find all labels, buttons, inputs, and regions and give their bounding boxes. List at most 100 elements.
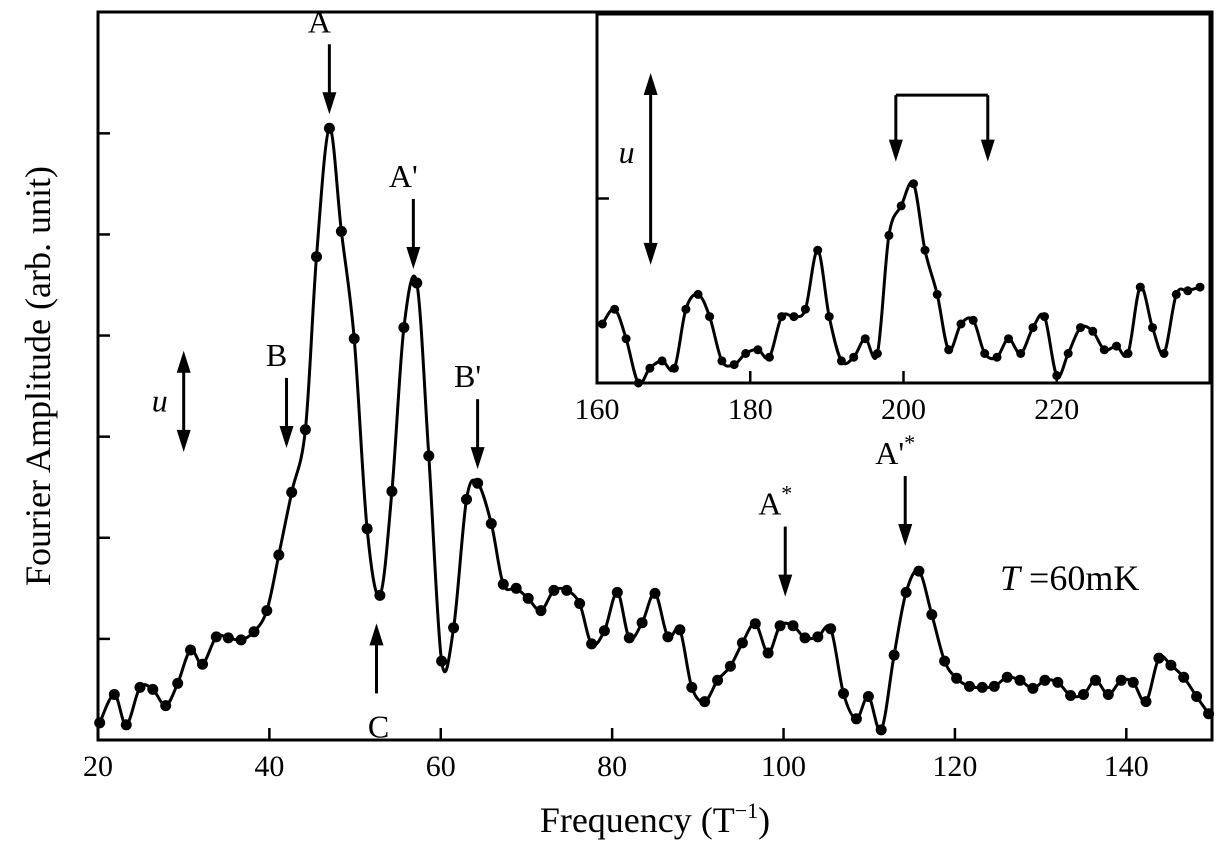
main-data-point [574, 598, 586, 609]
peak-aprime-star-label: A'* [875, 430, 915, 471]
main-x-tick-label: 120 [932, 750, 977, 783]
inset-scale-bar-arrow-head-top [643, 73, 658, 96]
inset-data-point [1040, 312, 1049, 322]
inset-data-point [1028, 323, 1038, 333]
inset-data-point [872, 349, 882, 358]
inset-data-point [1171, 289, 1181, 299]
inset-bracket-marker [888, 93, 995, 162]
main-data-point [361, 523, 373, 535]
inset-x-tick-labels: 160 180 200 220 [575, 393, 1080, 426]
main-data-point [838, 688, 849, 699]
main-data-point [423, 450, 435, 462]
inset-data-point [992, 352, 1002, 362]
inset-data-point [1063, 349, 1073, 358]
main-data-point [94, 717, 106, 729]
main-data-point [1115, 674, 1127, 686]
inset-data-point [860, 334, 870, 344]
main-data-point [311, 251, 322, 263]
inset-data-point [944, 345, 954, 355]
main-data-point [1102, 689, 1114, 700]
main-x-tick-labels: 20 40 60 80 100 120 140 [83, 750, 1149, 783]
main-data-point [185, 644, 196, 656]
main-data-point [964, 680, 975, 692]
inset-data-point [968, 315, 978, 325]
main-data-point [1165, 659, 1177, 671]
inset-data-point [800, 304, 810, 314]
inset-scale-bar-arrow-head-bottom [643, 242, 658, 265]
main-data-point [1090, 674, 1101, 686]
main-scale-bar-arrow-head-top [176, 350, 191, 373]
inset-data-point [932, 289, 942, 299]
main-data-point [850, 713, 862, 725]
main-data-point [812, 631, 824, 643]
main-x-tick-label: 80 [597, 750, 627, 783]
inset-series-points [597, 179, 1205, 388]
main-data-point [472, 477, 484, 489]
inset-plot: 160 180 200 220 u [575, 12, 1212, 426]
inset-data-point [789, 312, 799, 322]
inset-data-point [729, 360, 739, 370]
main-data-point [1191, 691, 1203, 702]
main-data-point [623, 632, 635, 644]
main-data-point [736, 637, 748, 649]
main-data-point [374, 589, 386, 601]
inset-data-point [1112, 341, 1121, 351]
x-axis-label-sup: −1 [735, 798, 758, 823]
main-data-point [222, 632, 234, 644]
inset-data-point [909, 179, 918, 189]
main-data-point [386, 485, 398, 497]
main-data-point [913, 565, 925, 577]
inset-data-point [1099, 345, 1109, 355]
main-data-point [120, 719, 132, 731]
main-data-point [448, 622, 460, 634]
main-data-point [799, 632, 811, 644]
peak-c-label: C [368, 708, 389, 744]
inset-x-tick-label: 160 [575, 393, 620, 426]
inset-data-point [1123, 349, 1133, 358]
inset-data-point [621, 334, 631, 344]
main-data-point [699, 696, 711, 708]
main-data-point [1140, 696, 1152, 708]
inset-data-point [849, 352, 859, 362]
main-data-point [160, 700, 172, 712]
inset-data-point [824, 312, 834, 322]
main-data-point [172, 677, 184, 689]
main-data-point [522, 592, 534, 604]
inset-data-point [956, 319, 966, 329]
main-data-point [497, 578, 509, 590]
main-data-point [1065, 690, 1077, 701]
inset-data-point [597, 319, 607, 329]
main-data-point [749, 618, 761, 630]
inset-data-point [741, 349, 751, 358]
inset-bracket-left-head [888, 139, 903, 162]
inset-data-point [1195, 282, 1205, 292]
main-data-point [299, 424, 311, 436]
main-data-point [825, 623, 837, 635]
peak-aprime-label: A' [389, 158, 418, 194]
main-data-point [1203, 708, 1215, 720]
inset-scale-bar: u [619, 73, 658, 265]
inset-data-point [764, 352, 774, 362]
x-axis-label-text: Frequency (T [540, 800, 735, 840]
x-axis-label-end: ) [758, 800, 770, 840]
peak-aprime-star-arrow-head [898, 524, 913, 547]
main-plot-frame [96, 10, 1214, 742]
main-data-point [147, 683, 159, 695]
inset-data-point [633, 378, 643, 388]
main-data-point [108, 689, 120, 700]
inset-data-point [920, 245, 930, 255]
main-data-point [335, 225, 347, 237]
main-data-point [724, 660, 736, 672]
inset-data-point [1052, 371, 1062, 381]
peak-aprime-arrow-head [406, 246, 421, 269]
main-data-point [535, 605, 547, 617]
peak-bprime-label: B' [454, 358, 481, 394]
main-data-point [951, 672, 963, 684]
main-data-point [888, 649, 900, 661]
main-data-point [1052, 676, 1064, 688]
inset-data-point [896, 201, 906, 211]
inset-data-point [1004, 334, 1013, 344]
inset-data-point [884, 230, 894, 240]
main-data-point [787, 620, 799, 632]
peak-a-label: A [308, 3, 331, 39]
